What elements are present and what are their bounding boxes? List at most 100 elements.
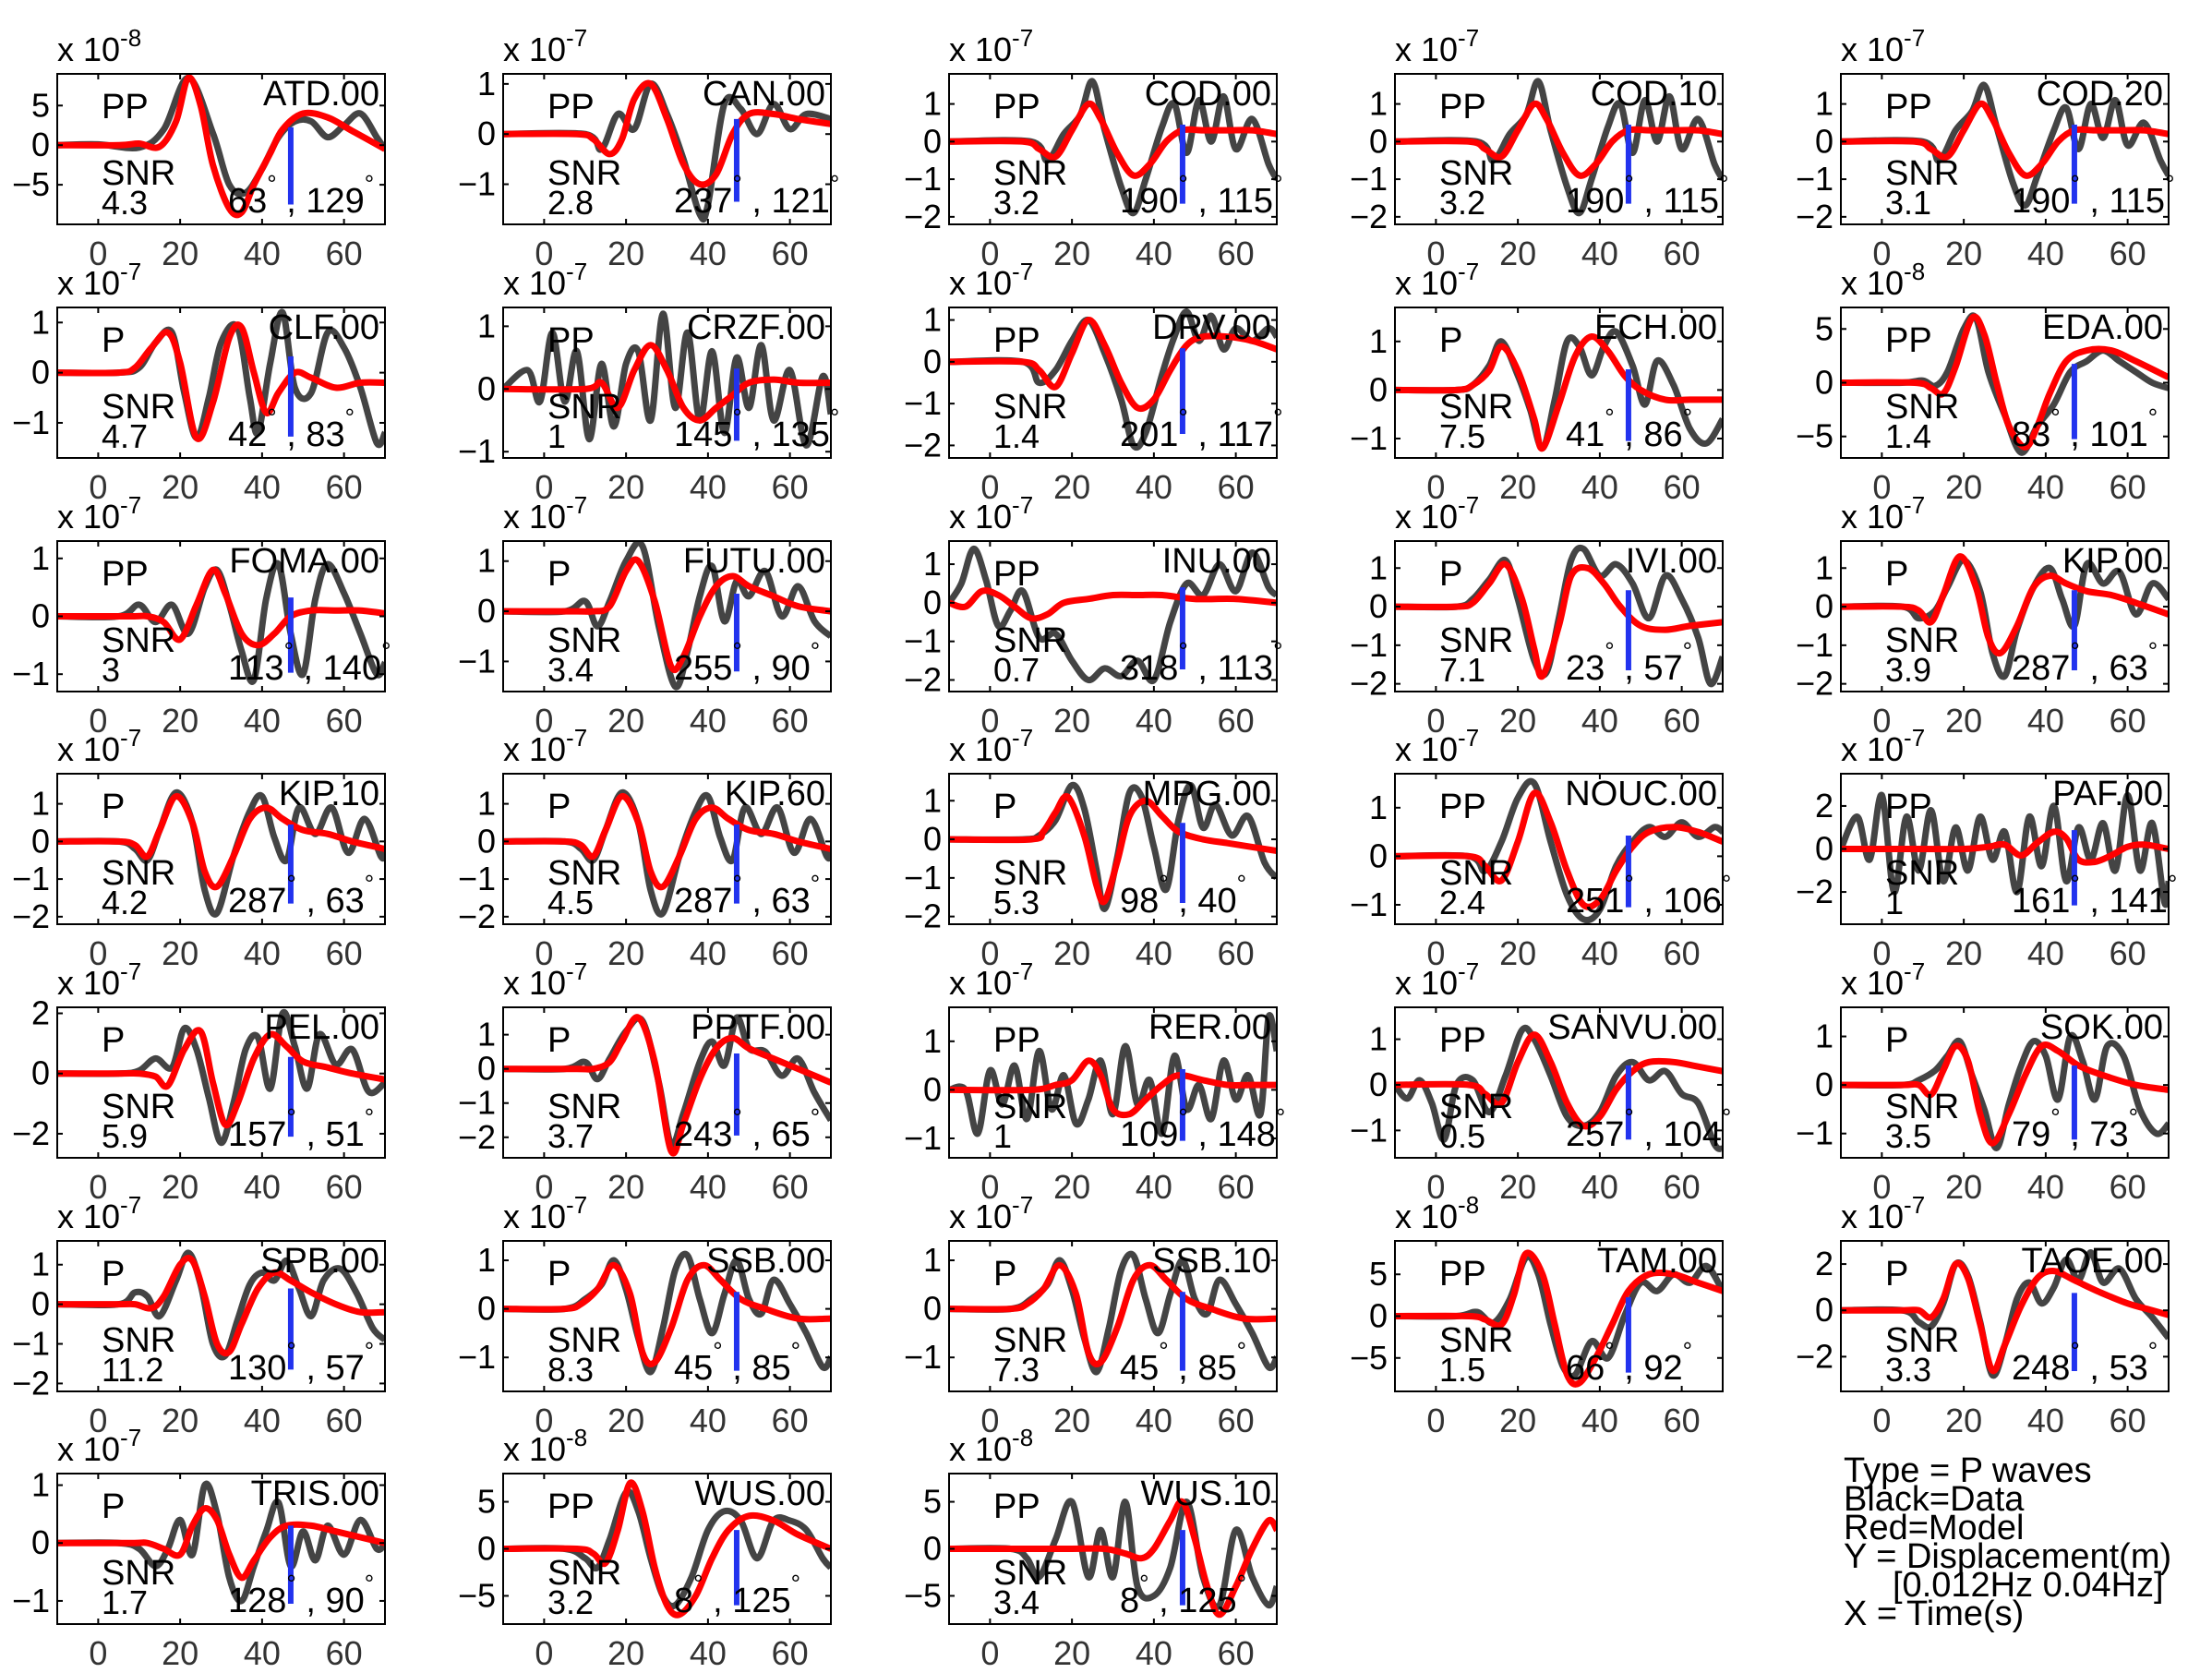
- phase-label: P: [993, 788, 1016, 826]
- azimuth-distance-label: 161° , 141°: [2012, 870, 2177, 921]
- snr-label: SNR: [1439, 854, 1513, 893]
- traces: [949, 1012, 1277, 1137]
- y-scale-label: x 10-7: [1395, 258, 1479, 302]
- snr-label: SNR: [102, 1321, 175, 1360]
- x-tick-label: 0: [89, 702, 107, 740]
- y-tick-label: −5: [1796, 417, 1833, 455]
- y-scale-label: x 10-7: [1841, 724, 1925, 768]
- azimuth-distance-label: 128° , 90°: [228, 1570, 374, 1620]
- x-tick-label: 60: [326, 702, 363, 740]
- y-tick-label: 1: [923, 781, 942, 819]
- x-tick-label: 40: [690, 468, 727, 506]
- y-tick-label: 0: [1815, 122, 1833, 160]
- traces: [1395, 78, 1723, 217]
- y-tick-label: −2: [1796, 873, 1833, 910]
- y-tick-label: 1: [477, 1016, 496, 1053]
- y-tick-label: 1: [31, 1246, 50, 1283]
- y-tick-label: 1: [1815, 548, 1833, 586]
- y-tick-label: 0: [1815, 830, 1833, 868]
- snr-value: 1.4: [1885, 417, 1931, 455]
- y-scale-label: x 10-7: [503, 1191, 587, 1235]
- snr-label: SNR: [102, 854, 175, 893]
- y-tick-label: −1: [458, 860, 496, 897]
- y-tick-label: 5: [923, 1483, 942, 1521]
- snr-label: SNR: [993, 854, 1067, 893]
- y-tick-label: 1: [923, 1022, 942, 1060]
- snr-label: SNR: [1885, 854, 1959, 893]
- y-tick-label: 0: [1369, 370, 1388, 408]
- x-tick-label: 40: [1581, 702, 1618, 740]
- y-tick-label: 0: [477, 1530, 496, 1568]
- model-trace: [1395, 333, 1723, 452]
- traces: [949, 308, 1277, 451]
- x-tick-label: 60: [1664, 1168, 1701, 1206]
- y-tick-label: 2: [1815, 1245, 1833, 1282]
- azimuth-distance-label: 8° , 125°: [674, 1570, 800, 1620]
- snr-value: 3.1: [1885, 184, 1931, 222]
- y-tick-label: 0: [923, 1290, 942, 1328]
- x-tick-label: 20: [1945, 235, 1982, 272]
- azimuth-distance-label: 41° , 86°: [1566, 403, 1692, 454]
- snr-label: SNR: [993, 1554, 1067, 1593]
- azimuth-distance-label: 251° , 106°: [1566, 870, 1731, 921]
- phase-label: PP: [1439, 1021, 1486, 1060]
- x-tick-label: 60: [2110, 702, 2146, 740]
- phase-label: PP: [993, 321, 1040, 360]
- x-tick-label: 60: [1218, 1634, 1255, 1672]
- traces: [503, 788, 831, 918]
- phase-label: PP: [993, 555, 1040, 594]
- y-scale-label: x 10-7: [503, 24, 587, 68]
- station-label: TRIS.00: [251, 1474, 379, 1513]
- station-label: ECH.00: [1594, 308, 1717, 347]
- x-tick-label: 40: [244, 702, 281, 740]
- x-tick-label: 60: [1664, 1402, 1701, 1439]
- x-tick-label: 60: [1218, 235, 1255, 272]
- x-tick-label: 60: [1664, 235, 1701, 272]
- y-scale-label: x 10-7: [1841, 491, 1925, 536]
- axes-frame: [1840, 73, 2170, 225]
- x-tick-label: 0: [980, 1168, 999, 1206]
- azimuth-distance-label: 248° , 53°: [2012, 1337, 2158, 1388]
- x-tick-label: 0: [1426, 1168, 1445, 1206]
- station-label: EDA.00: [2042, 308, 2163, 347]
- x-tick-label: 0: [1426, 934, 1445, 972]
- y-scale-label: x 10-7: [1841, 957, 1925, 1002]
- azimuth-distance-label: 190° , 115°: [1120, 170, 1282, 221]
- x-tick-label: 0: [1872, 1402, 1891, 1439]
- traces: [949, 78, 1277, 217]
- station-label: TAOE.00: [2022, 1242, 2163, 1281]
- x-tick-label: 20: [1499, 468, 1536, 506]
- x-tick-label: 20: [1945, 702, 1982, 740]
- axes-frame: [1394, 73, 1724, 225]
- y-tick-label: 0: [31, 1523, 50, 1561]
- y-tick-label: −2: [904, 426, 942, 463]
- axes-frame: [1840, 1006, 2170, 1159]
- azimuth-distance-label: 98° , 40°: [1120, 870, 1246, 921]
- x-tick-label: 20: [1053, 702, 1090, 740]
- y-tick-label: 0: [1815, 587, 1833, 625]
- x-tick-label: 40: [1581, 1402, 1618, 1439]
- y-tick-label: −5: [12, 165, 50, 203]
- x-tick-label: 20: [1053, 468, 1090, 506]
- axes-frame: [56, 1006, 386, 1159]
- axes-frame: [56, 1473, 386, 1625]
- station-label: SSB.10: [1152, 1242, 1271, 1281]
- y-tick-label: 1: [477, 542, 496, 580]
- y-tick-label: 0: [923, 122, 942, 160]
- x-tick-label: 0: [1872, 468, 1891, 506]
- azimuth-distance-label: 157° , 51°: [228, 1103, 374, 1154]
- y-tick-label: −1: [12, 860, 50, 897]
- y-tick-label: −2: [904, 198, 942, 235]
- axes-frame: [1394, 307, 1724, 459]
- y-tick-label: −1: [12, 1582, 50, 1619]
- traces: [1841, 81, 2169, 210]
- phase-label: PP: [102, 555, 149, 594]
